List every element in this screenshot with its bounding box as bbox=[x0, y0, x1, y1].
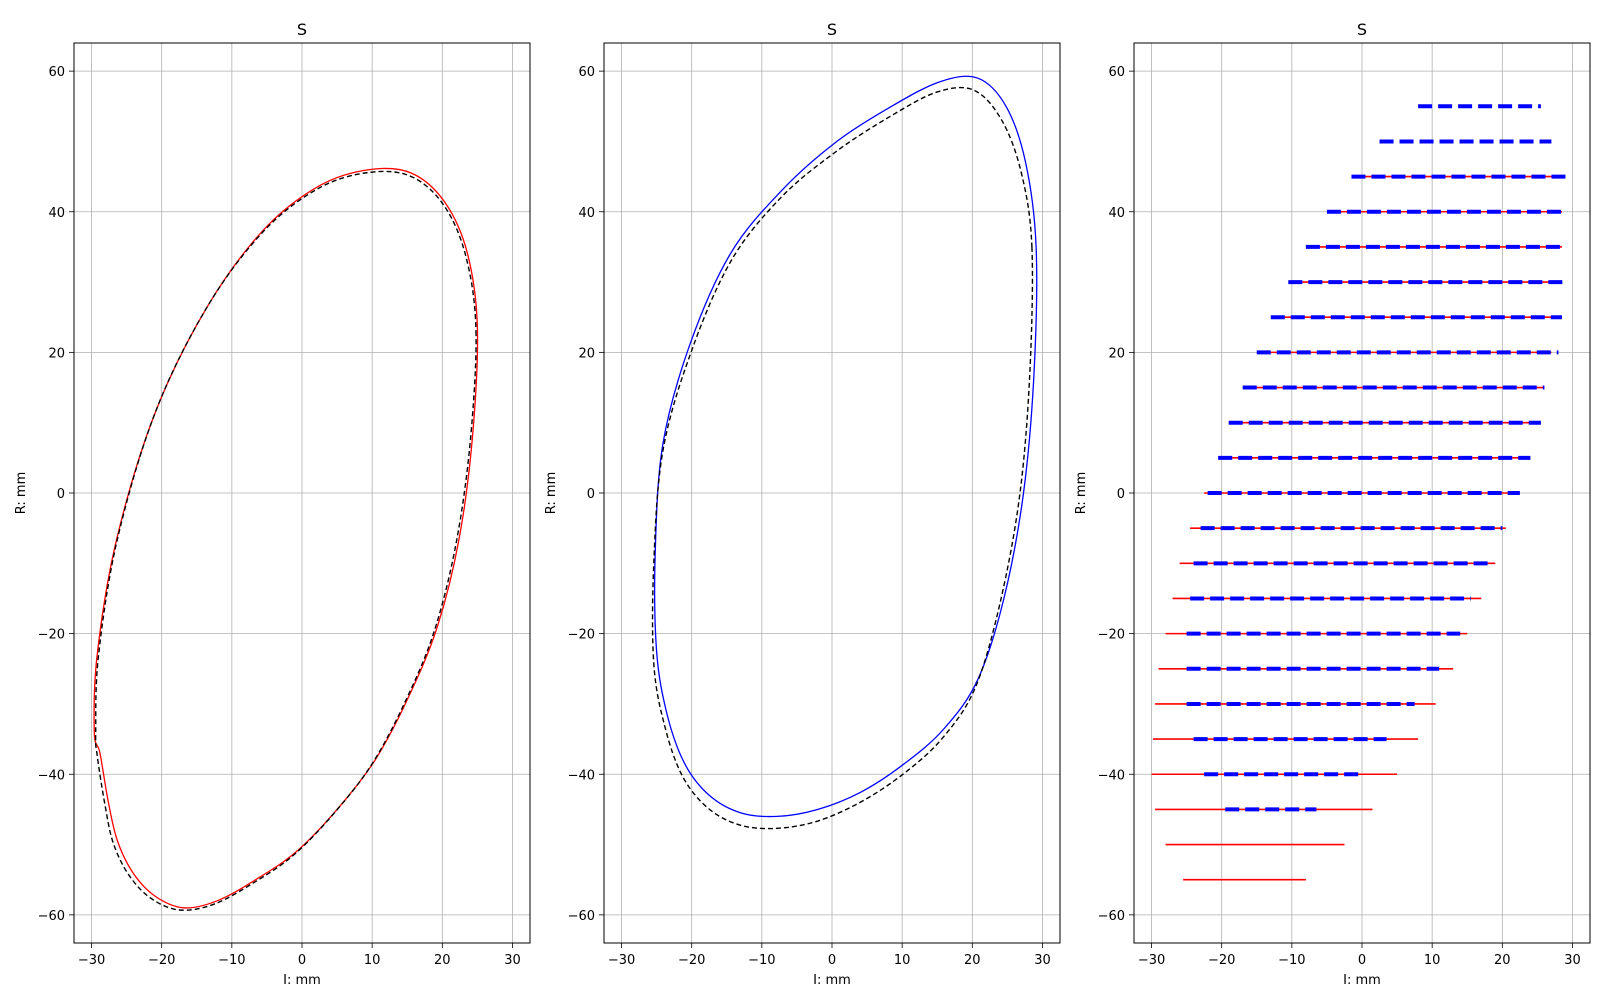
y-tick-label: 40 bbox=[48, 206, 65, 221]
y-tick-label: −40 bbox=[568, 768, 595, 783]
plot-area bbox=[1151, 104, 1566, 881]
y-axis-label: R: mm bbox=[544, 472, 559, 514]
y-tick-label: −40 bbox=[1098, 768, 1125, 783]
x-tick-label: −10 bbox=[748, 953, 775, 968]
subplot-3: S I: mm R: mm −30 −20 −10 0 10 20 30 −60 −40 −20 0… bbox=[1074, 20, 1591, 988]
y-tick-label: −60 bbox=[568, 909, 595, 924]
x-axis-label: I: mm bbox=[813, 973, 851, 988]
x-tick-label: 0 bbox=[1358, 953, 1366, 968]
series-line-2 bbox=[94, 170, 477, 911]
x-tick-label: −10 bbox=[218, 953, 245, 968]
y-tick-label: −20 bbox=[38, 628, 65, 643]
subplot-1: S I: mm R: mm −30 −20 −10 0 10 20 30 −60 −40 −20 0… bbox=[14, 20, 531, 988]
x-tick-label: 20 bbox=[434, 953, 451, 968]
x-tick-label: −10 bbox=[1278, 953, 1305, 968]
y-tick-label: −40 bbox=[38, 768, 65, 783]
x-tick-label: 10 bbox=[894, 953, 911, 968]
y-axis-label: R: mm bbox=[14, 472, 29, 514]
y-axis-label: R: mm bbox=[1074, 472, 1089, 514]
x-tick-label: 30 bbox=[1034, 953, 1051, 968]
x-tick-label: −30 bbox=[78, 953, 105, 968]
x-tick-label: 10 bbox=[1424, 953, 1441, 968]
plot-title: S bbox=[827, 20, 837, 39]
x-tick-label: 30 bbox=[1564, 953, 1581, 968]
y-tick-label: 60 bbox=[48, 65, 65, 80]
x-tick-label: −20 bbox=[678, 953, 705, 968]
y-tick-label: 60 bbox=[1108, 65, 1125, 80]
y-tick-label: 60 bbox=[578, 65, 595, 80]
x-tick-label: 0 bbox=[828, 953, 836, 968]
x-tick-label: 20 bbox=[1494, 953, 1511, 968]
series-line-2 bbox=[651, 86, 1034, 830]
x-axis-label: I: mm bbox=[1343, 973, 1381, 988]
x-tick-label: 20 bbox=[964, 953, 981, 968]
x-axis-label: I: mm bbox=[283, 973, 321, 988]
y-tick-label: 0 bbox=[587, 487, 595, 502]
x-tick-label: 30 bbox=[504, 953, 521, 968]
y-tick-label: −60 bbox=[38, 909, 65, 924]
subplot-2: S I: mm R: mm −30 −20 −10 0 10 20 30 −60 −40 −20 0… bbox=[544, 20, 1061, 988]
x-tick-label: −20 bbox=[148, 953, 175, 968]
y-tick-label: 20 bbox=[1108, 346, 1125, 361]
plot-area bbox=[93, 167, 479, 911]
y-tick-label: −20 bbox=[1098, 628, 1125, 643]
plot-area bbox=[651, 75, 1038, 830]
x-tick-label: −20 bbox=[1208, 953, 1235, 968]
x-tick-label: 10 bbox=[364, 953, 381, 968]
y-tick-label: 40 bbox=[1108, 206, 1125, 221]
series-line-1 bbox=[654, 75, 1038, 818]
x-tick-label: −30 bbox=[608, 953, 635, 968]
x-tick-label: 0 bbox=[298, 953, 306, 968]
y-tick-label: 20 bbox=[578, 346, 595, 361]
y-tick-label: 0 bbox=[1117, 487, 1125, 502]
plot-title: S bbox=[297, 20, 307, 39]
series-line-1 bbox=[93, 167, 479, 909]
y-tick-label: −60 bbox=[1098, 909, 1125, 924]
grid bbox=[74, 43, 530, 943]
x-tick-label: −30 bbox=[1138, 953, 1165, 968]
plot-title: S bbox=[1357, 20, 1367, 39]
y-tick-label: −20 bbox=[568, 628, 595, 643]
grid bbox=[604, 43, 1060, 943]
y-tick-label: 0 bbox=[57, 487, 65, 502]
y-tick-label: 40 bbox=[578, 206, 595, 221]
y-tick-label: 20 bbox=[48, 346, 65, 361]
